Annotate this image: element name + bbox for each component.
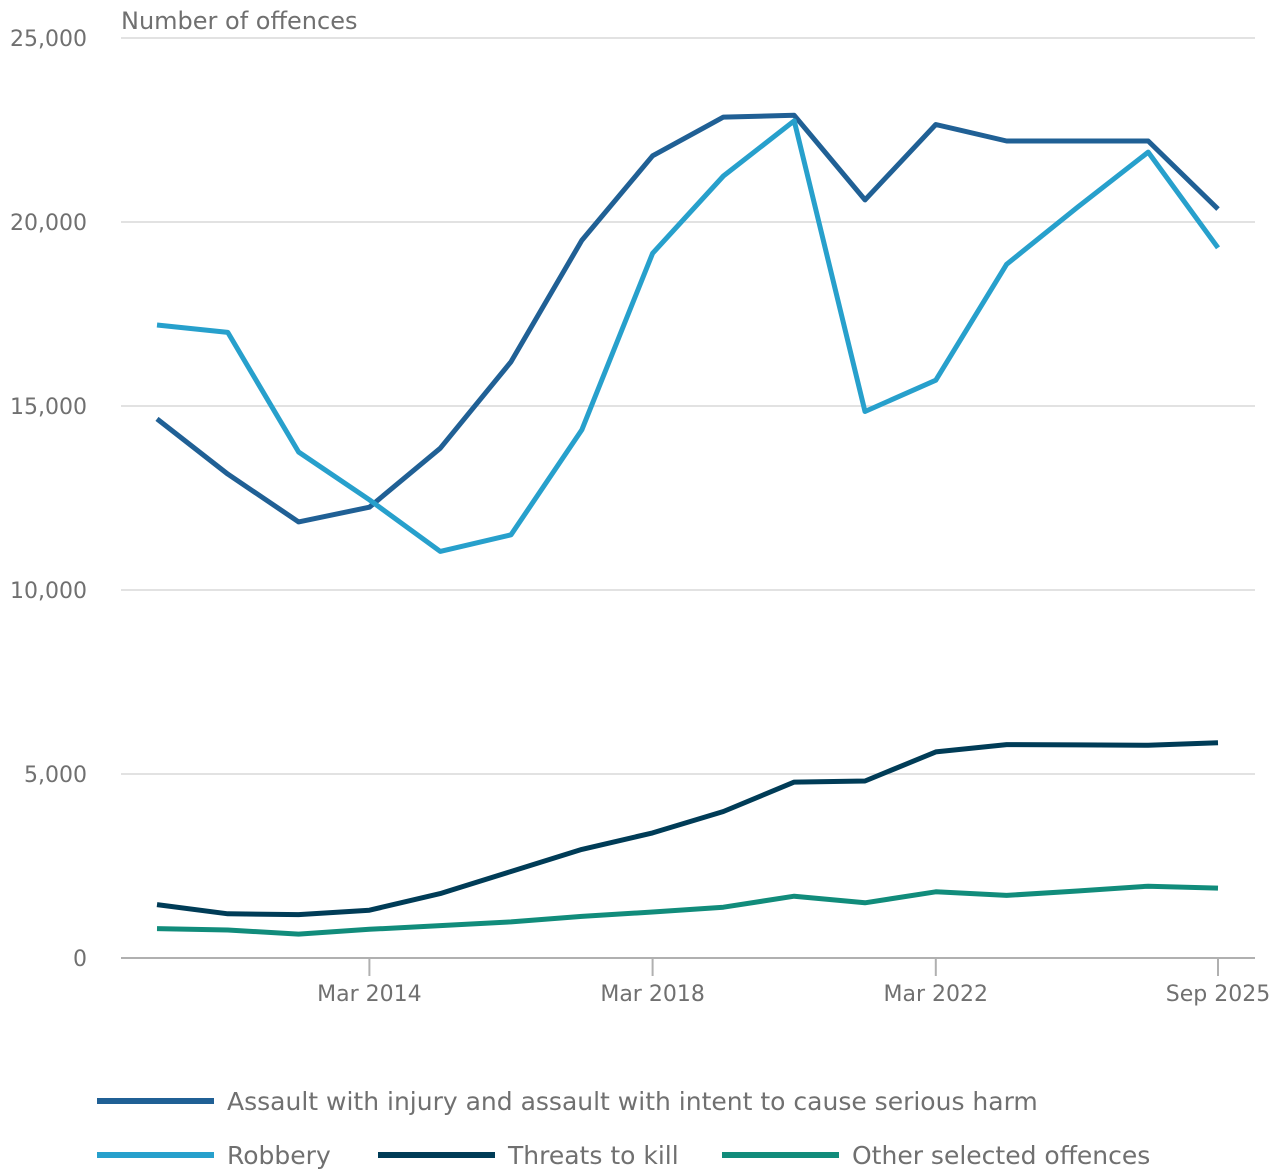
series-line — [156, 883, 1219, 937]
legend-label: Other selected offences — [852, 1141, 1150, 1170]
y-tick-label: 15,000 — [10, 395, 87, 420]
x-tick-label: Mar 2018 — [600, 982, 705, 1007]
series-line — [156, 740, 1219, 918]
y-tick-label: 25,000 — [10, 27, 87, 52]
legend-label: Robbery — [227, 1141, 331, 1170]
y-axis-ticks: 0 5,000 10,000 15,000 20,000 25,000 — [10, 27, 87, 972]
x-tick-label: Mar 2022 — [884, 982, 989, 1007]
legend-label: Threats to kill — [507, 1141, 679, 1170]
legend: Assault with injury and assault with int… — [97, 1087, 1150, 1170]
x-axis-ticks: Mar 2014 Mar 2018 Mar 2022 Sep 2025 — [317, 958, 1270, 1007]
x-tick-label: Mar 2014 — [317, 982, 422, 1007]
series-line — [155, 112, 1220, 525]
y-tick-label: 20,000 — [10, 211, 87, 236]
legend-label: Assault with injury and assault with int… — [227, 1087, 1038, 1116]
gridlines — [121, 37, 1255, 775]
y-tick-label: 5,000 — [24, 763, 87, 788]
y-tick-label: 10,000 — [10, 579, 87, 604]
y-axis-title: Number of offences — [121, 7, 357, 35]
x-tick-label: Sep 2025 — [1166, 982, 1270, 1007]
series-line — [156, 118, 1221, 554]
y-tick-label: 0 — [73, 947, 87, 972]
series-lines — [155, 112, 1221, 937]
